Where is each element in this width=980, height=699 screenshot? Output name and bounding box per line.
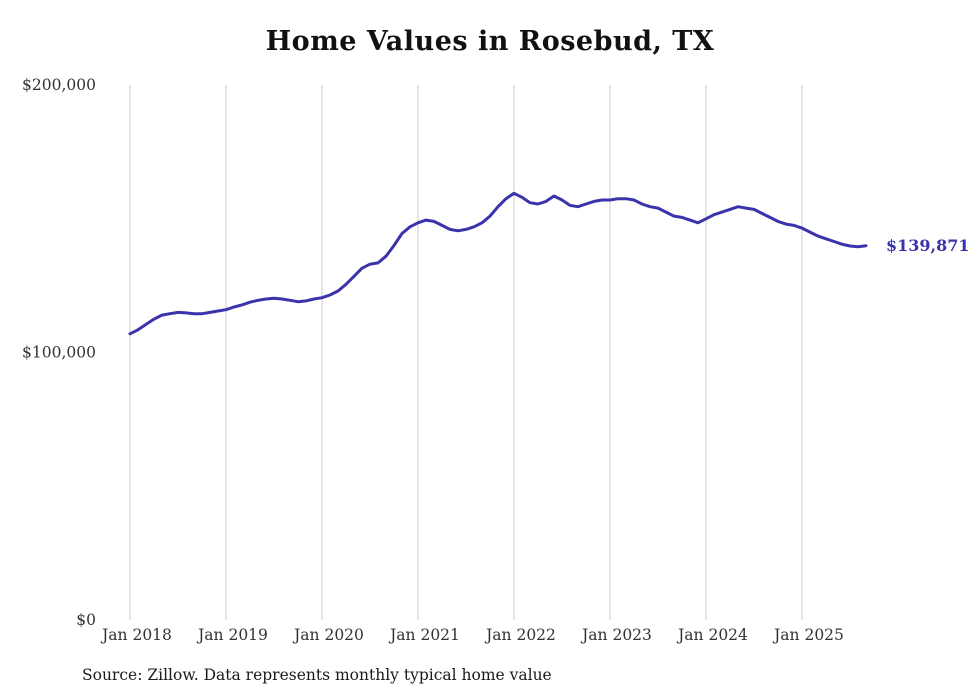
plot-area: Jan 2018 Jan 2019 Jan 2020 Jan 2021 Jan 2022… <box>22 76 970 644</box>
y-axis-tick-label: $200,000 <box>22 76 96 94</box>
x-axis-tick-label: Jan 2024 <box>676 626 748 644</box>
x-axis-tick-label: Jan 2020 <box>292 626 364 644</box>
x-axis-tick-label: Jan 2023 <box>580 626 652 644</box>
x-axis-tick-label: Jan 2025 <box>772 626 844 644</box>
chart-title: Home Values in Rosebud, TX <box>265 26 715 57</box>
x-axis-tick-label: Jan 2021 <box>388 626 460 644</box>
source-note: Source: Zillow. Data represents monthly … <box>82 666 552 684</box>
x-axis-tick-label: Jan 2022 <box>484 626 556 644</box>
latest-value-label: $139,871 <box>886 236 970 255</box>
y-axis-tick-label: $0 <box>76 611 96 629</box>
y-axis-tick-label: $100,000 <box>22 344 96 362</box>
x-axis-tick-label: Jan 2018 <box>100 626 172 644</box>
value-line <box>128 191 868 336</box>
x-axis-tick-label: Jan 2019 <box>196 626 268 644</box>
